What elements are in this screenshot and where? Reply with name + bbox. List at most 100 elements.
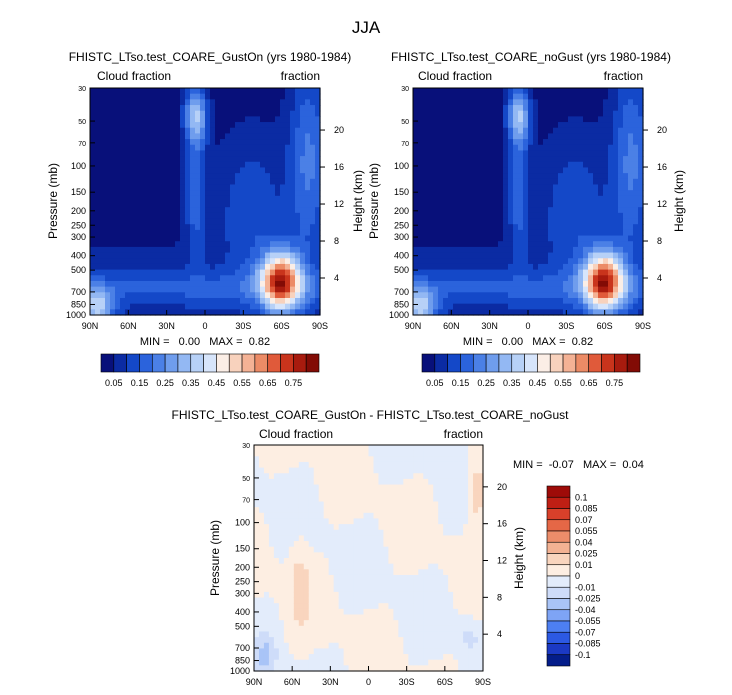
heatmap-cell bbox=[305, 116, 311, 123]
heatmap-cell bbox=[353, 484, 360, 491]
heatmap-cell bbox=[258, 558, 265, 565]
heatmap-cell bbox=[205, 212, 211, 220]
heatmap-cell bbox=[558, 229, 564, 237]
heatmap-cell bbox=[538, 150, 544, 157]
heatmap-cell bbox=[558, 218, 564, 225]
heatmap-cell bbox=[533, 207, 539, 214]
heatmap-cell bbox=[308, 614, 315, 621]
heatmap-cell bbox=[553, 280, 559, 288]
heatmap-cell bbox=[523, 167, 529, 174]
heatmap-cell bbox=[280, 235, 286, 242]
heatmap-cell bbox=[180, 269, 186, 276]
heatmap-cell bbox=[478, 303, 484, 310]
heatmap-cell bbox=[503, 201, 509, 208]
heatmap-cell bbox=[110, 303, 116, 310]
heatmap-cell bbox=[135, 167, 141, 174]
heatmap-cell bbox=[608, 144, 614, 152]
heatmap-cell bbox=[160, 224, 166, 231]
heatmap-cell bbox=[453, 309, 459, 316]
heatmap-cell bbox=[313, 524, 320, 531]
heatmap-cell bbox=[263, 524, 270, 531]
heatmap-cell bbox=[368, 518, 375, 525]
colorbar-swatch bbox=[614, 353, 628, 373]
heatmap-cell bbox=[140, 275, 146, 282]
heatmap-cell bbox=[235, 190, 241, 197]
heatmap-cell bbox=[443, 263, 449, 271]
heatmap-cell bbox=[220, 122, 226, 129]
heatmap-cell bbox=[463, 184, 469, 191]
heatmap-cell bbox=[95, 269, 101, 276]
heatmap-cell bbox=[245, 122, 251, 129]
heatmap-cell bbox=[583, 150, 589, 157]
heatmap-cell bbox=[280, 150, 286, 157]
heatmap-cell bbox=[110, 178, 116, 186]
heatmap-cell bbox=[225, 246, 231, 254]
heatmap-cell bbox=[473, 178, 479, 186]
heatmap-cell bbox=[603, 241, 609, 248]
heatmap-cell bbox=[165, 122, 171, 129]
heatmap-cell bbox=[563, 127, 569, 134]
heatmap-cell bbox=[428, 167, 434, 174]
heatmap-cell bbox=[463, 195, 469, 203]
heatmap-cell bbox=[563, 235, 569, 242]
heatmap-cell bbox=[503, 263, 509, 271]
heatmap-cell bbox=[563, 309, 569, 316]
heatmap-cell bbox=[268, 620, 275, 627]
heatmap-cell bbox=[463, 292, 469, 299]
heatmap-cell bbox=[503, 116, 509, 123]
heatmap-cell bbox=[255, 269, 261, 276]
heatmap-cell bbox=[160, 297, 166, 305]
heatmap-cell bbox=[258, 654, 265, 661]
heatmap-cell bbox=[240, 195, 246, 203]
heatmap-cell bbox=[628, 218, 634, 225]
heatmap-cell bbox=[265, 224, 271, 231]
heatmap-cell bbox=[463, 258, 469, 265]
heatmap-cell bbox=[388, 450, 394, 457]
heatmap-cell bbox=[115, 178, 121, 186]
heatmap-cell bbox=[388, 518, 394, 525]
heatmap-cell bbox=[200, 224, 206, 231]
heatmap-cell bbox=[388, 620, 394, 627]
heatmap-cell bbox=[513, 116, 519, 123]
heatmap-cell bbox=[90, 99, 96, 106]
heatmap-cell bbox=[348, 563, 355, 570]
heatmap-cell bbox=[315, 207, 321, 214]
heatmap-cell bbox=[573, 207, 579, 214]
heatmap-cell bbox=[583, 218, 589, 225]
heatmap-cell bbox=[303, 501, 310, 508]
heatmap-cell bbox=[553, 133, 559, 140]
heatmap-cell bbox=[553, 150, 559, 157]
heatmap-cell bbox=[428, 195, 434, 203]
heatmap-cell bbox=[290, 122, 296, 129]
heatmap-cell bbox=[368, 552, 375, 559]
heatmap-cell bbox=[548, 99, 554, 106]
heatmap-cell bbox=[100, 309, 106, 316]
heatmap-cell bbox=[393, 524, 399, 531]
heatmap-cell bbox=[135, 161, 141, 169]
heatmap-cell bbox=[348, 478, 355, 486]
heatmap-cell bbox=[170, 122, 176, 129]
heatmap-cell bbox=[568, 161, 574, 169]
heatmap-cell bbox=[543, 263, 549, 271]
heatmap-cell bbox=[383, 473, 390, 480]
heatmap-cell bbox=[533, 218, 539, 225]
heatmap-cell bbox=[378, 501, 385, 508]
heatmap-cell bbox=[130, 275, 136, 282]
heatmap-cell bbox=[583, 195, 589, 203]
heatmap-cell bbox=[165, 127, 171, 134]
heatmap-cell bbox=[215, 105, 221, 112]
heatmap-cell bbox=[293, 654, 300, 661]
heatmap-cell bbox=[135, 235, 141, 242]
heatmap-cell bbox=[583, 127, 589, 134]
heatmap-cell bbox=[130, 88, 136, 95]
heatmap-cell bbox=[543, 190, 549, 197]
heatmap-cell bbox=[348, 625, 355, 633]
heatmap-cell bbox=[433, 195, 439, 203]
heatmap-cell bbox=[105, 263, 111, 271]
heatmap-cell bbox=[125, 241, 131, 248]
heatmap-cell bbox=[343, 546, 350, 553]
heatmap-cell bbox=[348, 574, 355, 582]
heatmap-cell bbox=[473, 218, 479, 225]
colorbar-swatch bbox=[190, 353, 204, 373]
heatmap-cell bbox=[363, 614, 370, 621]
